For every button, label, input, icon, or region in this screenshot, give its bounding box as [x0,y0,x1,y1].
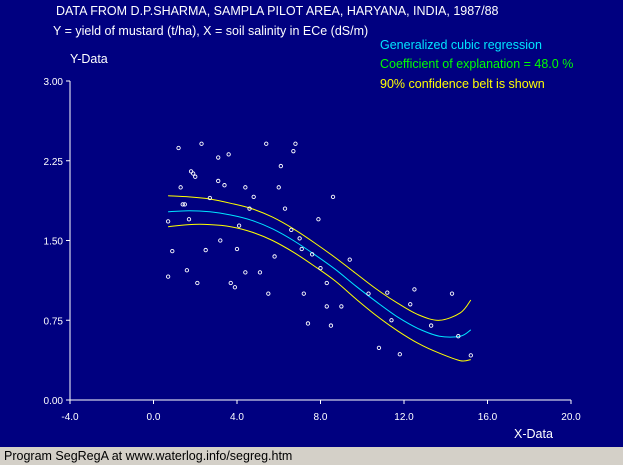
data-point [236,223,242,228]
legend-confidence-label: 90% confidence belt is shown [380,77,545,91]
data-point [282,206,288,211]
data-point [305,321,311,326]
data-point [324,280,329,286]
regression-line [168,210,472,338]
data-points [165,141,473,358]
data-point [397,352,402,357]
data-point [207,195,213,201]
data-point [226,152,231,157]
data-point [449,291,455,296]
data-point [257,270,263,275]
data-point [272,254,277,259]
x-tick-label: 4.0 [230,412,244,423]
data-point [408,302,413,307]
data-point [216,178,221,184]
data-point [243,270,248,275]
scatter-chart: -4.0 0.0 4.0 8.0 12.0 16.0 20.0 0.00 0.75 1.50 2.… [44,52,582,441]
x-tick-label: 16.0 [478,412,498,423]
x-tick-label: 12.0 [394,412,414,423]
data-point [389,318,394,323]
data-point [428,323,434,328]
x-tick-label: -4.0 [61,412,79,423]
data-point [328,323,334,328]
chart-title: DATA FROM D.P.SHARMA, SAMPLA PILOT AREA,… [56,4,499,18]
data-point [180,202,185,207]
data-point [456,334,461,339]
data-point [318,265,323,271]
curves [168,195,472,362]
data-point [347,257,352,262]
y-tick-label: 1.50 [44,237,64,248]
chart-subtitle: Y = yield of mustard (t/ha), X = soil sa… [53,24,369,38]
data-point [297,236,302,241]
confidence-upper-line [168,195,472,321]
axes [69,81,571,401]
data-point [376,345,382,351]
y-ticks: 0.00 0.75 1.50 2.25 3.00 [44,77,70,407]
data-point [278,163,283,169]
y-tick-label: 0.75 [44,316,64,327]
data-point [289,227,294,233]
data-point [266,291,271,296]
data-point [339,304,344,309]
data-point [203,247,208,253]
x-tick-label: 0.0 [147,412,161,423]
data-point [170,248,175,254]
y-tick-label: 2.25 [44,157,64,168]
data-point [165,274,171,279]
data-point [276,185,281,190]
data-point [216,155,221,160]
data-point [324,304,329,309]
plot-panel: DATA FROM D.P.SHARMA, SAMPLA PILOT AREA,… [0,0,623,447]
y-tick-label: 3.00 [44,77,64,88]
x-ticks: -4.0 0.0 4.0 8.0 12.0 16.0 20.0 [61,400,581,423]
data-point [193,174,198,179]
data-point [299,246,304,252]
legend-coefficient-label: Coefficient of explanation = 48.0 % [380,57,574,71]
data-point [182,202,187,207]
data-point [195,280,200,286]
data-point [186,217,192,222]
data-point [247,206,252,211]
confidence-lower-line [168,223,471,362]
data-point [228,280,233,286]
y-tick-label: 0.00 [44,396,64,407]
data-point [243,185,248,190]
data-point [184,268,190,273]
data-point [222,183,227,188]
x-tick-label: 8.0 [314,412,328,423]
data-point [191,171,196,176]
data-point [301,291,306,296]
data-point [165,219,171,224]
data-point [330,194,336,200]
legend-regression-label: Generalized cubic regression [380,38,542,52]
data-point [218,238,223,243]
data-point [176,145,181,151]
data-point [385,290,390,295]
data-point [199,141,204,146]
data-point [251,194,256,200]
x-tick-label: 20.0 [561,412,581,423]
data-point [412,287,417,292]
data-point [366,291,371,296]
data-point [316,217,321,222]
data-point [232,285,238,290]
data-point [264,141,269,146]
data-point [468,353,473,358]
footer-credit: Program SegRegA at www.waterlog.info/seg… [4,449,293,463]
data-point [178,185,183,190]
data-point [293,141,298,146]
data-point [309,252,315,257]
y-axis-label: Y-Data [70,52,108,66]
x-axis-label: X-Data [514,427,553,441]
data-point [234,246,240,252]
data-point [291,149,296,154]
